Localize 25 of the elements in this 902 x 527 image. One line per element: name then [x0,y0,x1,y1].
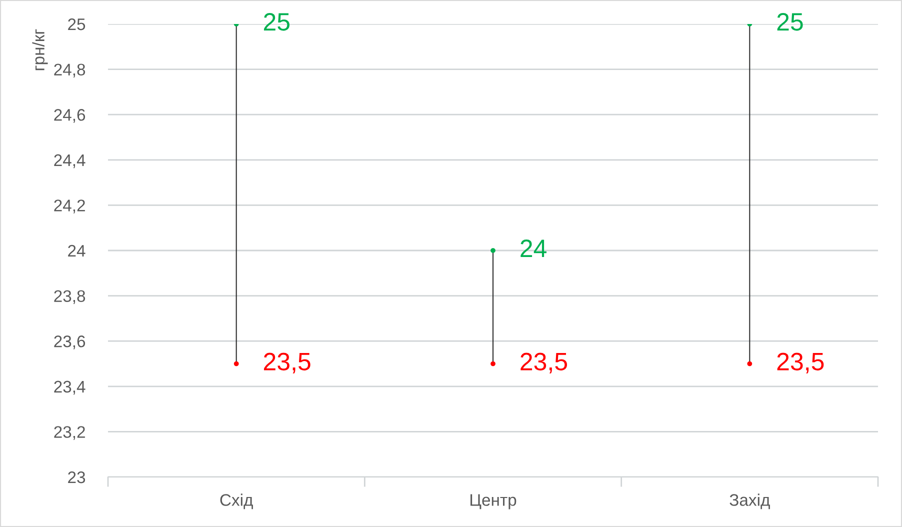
y-tick-label: 24 [68,244,86,257]
point [490,248,496,253]
point [234,361,239,366]
y-axis-title: грн/кг [32,29,48,70]
y-tick-label: 24,8 [54,64,86,78]
y-tick-label: 24,4 [54,154,86,168]
y-tick-label: 23,8 [54,290,86,304]
data-label: 25 [777,13,803,31]
y-tick-label: 24,2 [54,200,85,214]
x-tick-label: Захід [730,494,770,510]
point [490,361,496,366]
y-tick-label: 25 [68,18,86,30]
y-tick-label: 23,6 [54,336,86,350]
data-label: 23,5 [264,352,310,374]
data-label: 23,5 [777,352,824,374]
x-tick-label: Схід [220,494,253,510]
data-label: 23,5 [520,352,567,374]
point [747,361,752,366]
x-tick-label: Центр [470,494,516,510]
y-tick-label: 23,2 [54,426,85,440]
y-tick-label: 23 [68,471,86,484]
data-label: 24 [520,240,546,257]
data-label: 25 [264,13,290,31]
y-tick-label: 24,6 [54,109,86,123]
y-tick-label: 23,4 [54,380,86,395]
